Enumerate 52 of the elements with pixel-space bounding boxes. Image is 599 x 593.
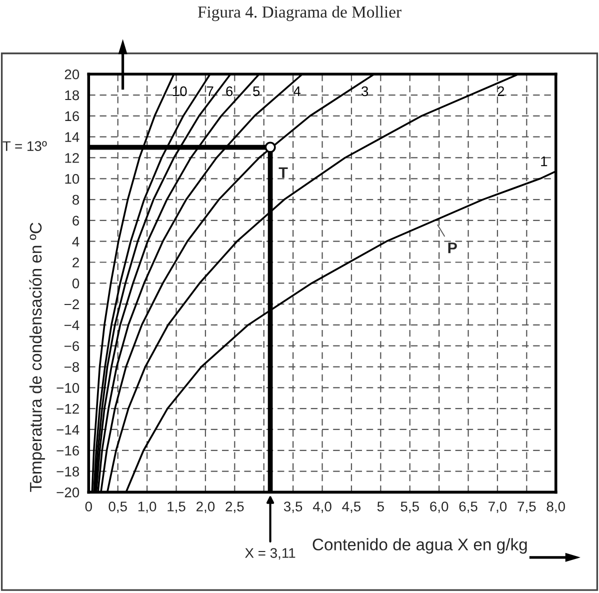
y-tick-label: −12	[56, 404, 79, 414]
y-tick-label: 4	[72, 236, 80, 246]
x-axis-title: Contenido de agua X en g/kg	[312, 538, 527, 554]
series-label: 4	[294, 86, 301, 96]
series-label: 7	[206, 86, 214, 96]
x-tick-label: 3,5	[284, 502, 302, 514]
x-tick-label: 6,5	[459, 502, 478, 514]
series-label: 3	[361, 86, 368, 96]
x-tick-label: 0,5	[108, 502, 127, 514]
text: T = 13º	[2, 141, 47, 152]
series-label: 6	[226, 86, 233, 96]
x-tick-label: 7,5	[518, 502, 536, 514]
x-tick-label: 4,5	[342, 502, 361, 514]
annotation: P	[448, 242, 457, 254]
y-tick-label: 10	[65, 174, 80, 184]
y-tick-label: 12	[65, 153, 79, 163]
y-tick-label: −2	[64, 299, 79, 310]
x-tick-label: 0	[85, 502, 92, 512]
x-tick-label: 1,5	[168, 502, 186, 514]
y-tick-label: −16	[56, 446, 80, 456]
y-tick-label: −10	[56, 383, 80, 393]
series-label: 1	[541, 156, 548, 166]
chart-title: Figura 4. Diagrama de Mollier	[198, 6, 402, 22]
y-tick-label: 8	[72, 194, 80, 205]
x-tick-label: 2,0	[196, 502, 215, 514]
x-tick-label: 1,0	[138, 502, 156, 514]
series-label: 10	[172, 86, 187, 96]
y-tick-label: 14	[65, 132, 80, 142]
text: X = 3,11	[245, 548, 296, 560]
series-label: 5	[253, 86, 260, 96]
x-tick-label: 8,0	[546, 502, 565, 514]
x-tick-label: 4,0	[312, 502, 332, 514]
y-tick-label: 0	[72, 278, 80, 288]
y-tick-label: −6	[64, 341, 80, 352]
series-label: 2	[498, 86, 504, 96]
y-tick-label: 20	[64, 69, 80, 80]
y-tick-label: −8	[64, 362, 80, 372]
x-tick-label: 5	[377, 502, 384, 512]
y-tick-label: 18	[65, 90, 80, 100]
annotation: T	[278, 167, 288, 178]
y-tick-label: 2	[72, 258, 79, 268]
y-tick-label: 16	[65, 111, 80, 122]
y-axis-title: Temperatura de condensación en ºC	[29, 222, 45, 492]
y-tick-label: −20	[56, 488, 80, 498]
x-tick-label: 6,0	[430, 502, 448, 514]
y-tick-label: −4	[64, 320, 80, 330]
x-tick-label: 2,5	[226, 502, 244, 514]
y-tick-label: −14	[56, 424, 80, 435]
x-tick-label: 7,0	[488, 502, 507, 514]
x-tick-label: 5,5	[400, 502, 419, 514]
y-tick-label: 6	[72, 216, 80, 226]
y-tick-label: −18	[56, 466, 80, 476]
